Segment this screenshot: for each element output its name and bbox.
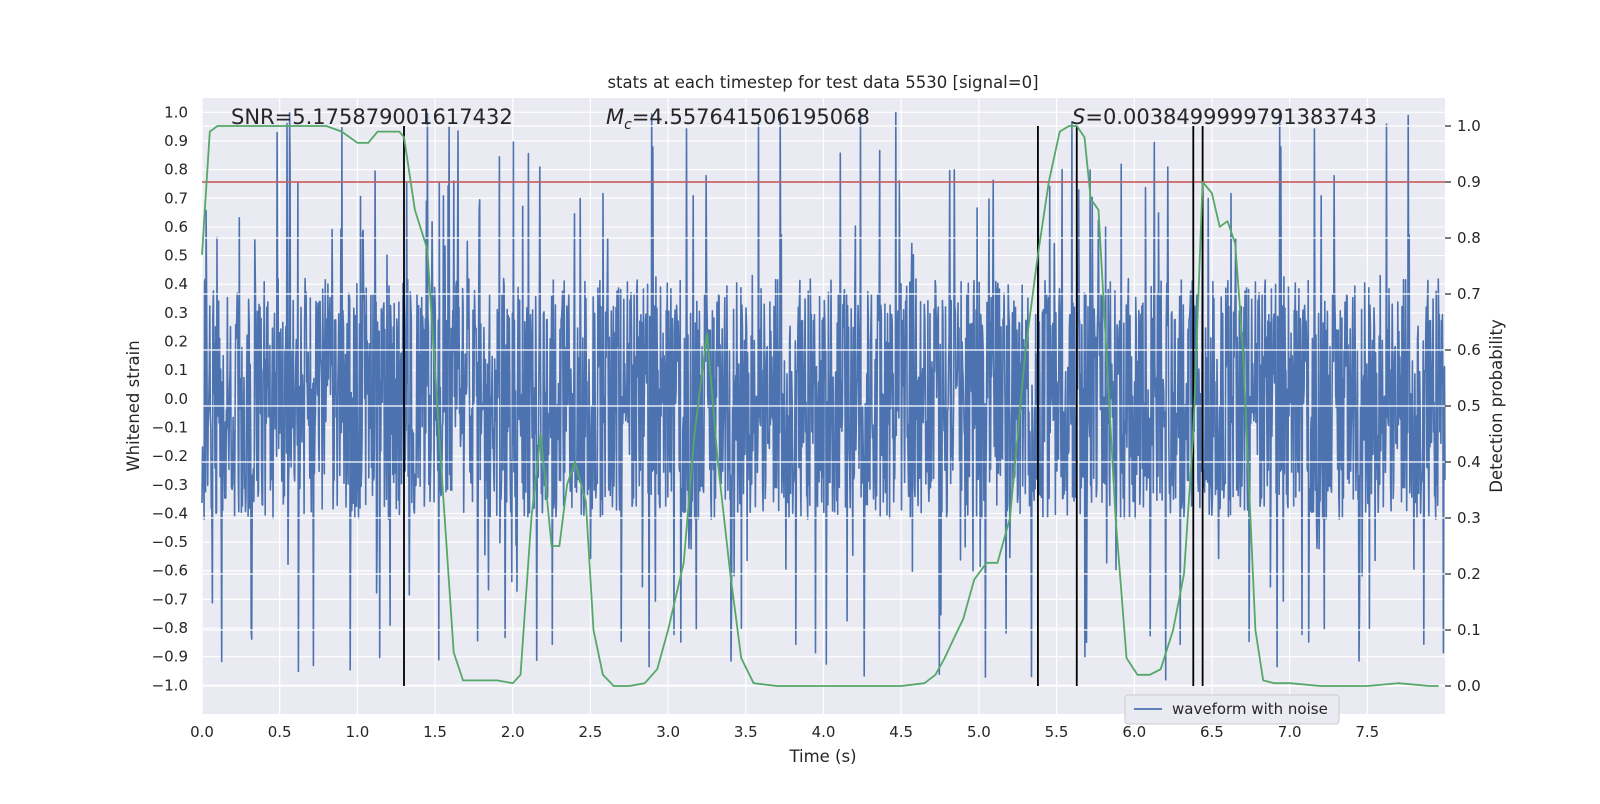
y-right-tick-label-3: 0.7 <box>1457 285 1481 303</box>
x-axis-ticks: 0.0 0.5 1.0 1.5 2.0 2.5 3.0 3.5 4.0 4.5 5.0 5.5 6.0 6… <box>190 723 1379 741</box>
y-axis-right-label: Detection probability <box>1487 319 1506 493</box>
legend-box <box>1124 694 1340 725</box>
x-axis-label: Time (s) <box>788 747 856 766</box>
y-right-tick-label-5: 0.5 <box>1457 397 1481 415</box>
y-right-tick-label-10: 0.0 <box>1457 677 1481 695</box>
y-left-tick-label-5: 0.5 <box>164 247 188 265</box>
y-left-tick-label-7: 0.3 <box>164 304 188 322</box>
x-tick-label-12: 6.0 <box>1122 723 1146 741</box>
y-left-tick-label-11: −0.1 <box>152 418 188 436</box>
x-tick-label-9: 4.5 <box>889 723 913 741</box>
y-left-tick-label-16: −0.6 <box>152 562 188 580</box>
right-axis-gridlines <box>202 125 1445 687</box>
y-right-tick-label-4: 0.6 <box>1457 341 1481 359</box>
y-right-tick-label-0: 1.0 <box>1457 117 1481 135</box>
y-left-tick-label-2: 0.8 <box>164 161 188 179</box>
x-tick-label-8: 4.0 <box>812 723 836 741</box>
x-tick-label-14: 7.0 <box>1278 723 1302 741</box>
mc-subscript: c <box>624 117 632 133</box>
x-tick-label-0: 0.0 <box>190 723 214 741</box>
y-right-tick-label-2: 0.8 <box>1457 229 1481 247</box>
x-tick-label-15: 7.5 <box>1355 723 1379 741</box>
x-tick-label-4: 2.0 <box>501 723 525 741</box>
y-right-tick-label-6: 0.4 <box>1457 453 1481 471</box>
y-left-tick-label-4: 0.6 <box>164 218 188 236</box>
chart-title: stats at each timestep for test data 553… <box>607 73 1038 92</box>
s-symbol: S <box>1072 105 1085 129</box>
y-left-tick-label-19: −0.9 <box>152 648 188 666</box>
y-left-tick-label-14: −0.4 <box>152 504 188 522</box>
mc-annotation: Mc=4.557641506195068 <box>606 105 870 133</box>
y-left-tick-label-15: −0.5 <box>152 533 188 551</box>
legend: waveform with noise <box>1124 694 1340 725</box>
s-value: =0.0038499999791383743 <box>1085 105 1377 129</box>
waveform-series <box>201 111 1446 681</box>
snr-annotation: SNR=5.175879001617432 <box>231 105 513 129</box>
x-tick-label-7: 3.5 <box>734 723 758 741</box>
y-left-tick-label-17: −0.7 <box>152 590 188 608</box>
waveform-line <box>201 111 1446 681</box>
x-tick-label-13: 6.5 <box>1200 723 1224 741</box>
y-left-tick-label-1: 0.9 <box>164 132 188 150</box>
y-right-tick-label-9: 0.1 <box>1457 621 1481 639</box>
mc-value: =4.557641506195068 <box>632 105 870 129</box>
y-left-tick-label-9: 0.1 <box>164 361 188 379</box>
left-axis-ticks: 1.0 0.9 0.8 0.7 0.6 0.5 0.4 0.3 0.2 0.1 0.0 −0.1 −0.… <box>152 103 188 694</box>
s-annotation: S=0.0038499999791383743 <box>1072 105 1377 129</box>
x-tick-label-5: 2.5 <box>579 723 603 741</box>
probability-line <box>201 125 1439 687</box>
y-left-tick-label-12: −0.2 <box>152 447 188 465</box>
vertical-markers <box>403 126 1204 686</box>
probability-series <box>201 125 1439 687</box>
x-tick-label-3: 1.5 <box>423 723 447 741</box>
y-left-tick-label-3: 0.7 <box>164 189 188 207</box>
y-left-tick-label-8: 0.2 <box>164 333 188 351</box>
legend-label: waveform with noise <box>1172 700 1328 718</box>
y-left-tick-label-10: 0.0 <box>164 390 188 408</box>
x-tick-label-6: 3.0 <box>656 723 680 741</box>
y-left-tick-label-18: −0.8 <box>152 619 188 637</box>
y-left-tick-label-13: −0.3 <box>152 476 188 494</box>
y-right-tick-label-7: 0.3 <box>1457 509 1481 527</box>
y-right-tick-label-8: 0.2 <box>1457 565 1481 583</box>
y-right-tick-label-1: 0.9 <box>1457 173 1481 191</box>
y-axis-left-label: Whitened strain <box>124 340 143 471</box>
x-tick-label-10: 5.0 <box>967 723 991 741</box>
x-tick-label-2: 1.0 <box>345 723 369 741</box>
x-tick-label-1: 0.5 <box>268 723 292 741</box>
x-tick-label-11: 5.5 <box>1045 723 1069 741</box>
right-axis-ticks: 1.0 0.9 0.8 0.7 0.6 0.5 0.4 0.3 0.2 0.1 0.0 <box>1445 117 1481 695</box>
mc-symbol: M <box>606 105 624 129</box>
y-left-tick-label-6: 0.4 <box>164 275 188 293</box>
y-left-tick-label-20: −1.0 <box>152 676 188 694</box>
y-left-tick-label-0: 1.0 <box>164 103 188 121</box>
